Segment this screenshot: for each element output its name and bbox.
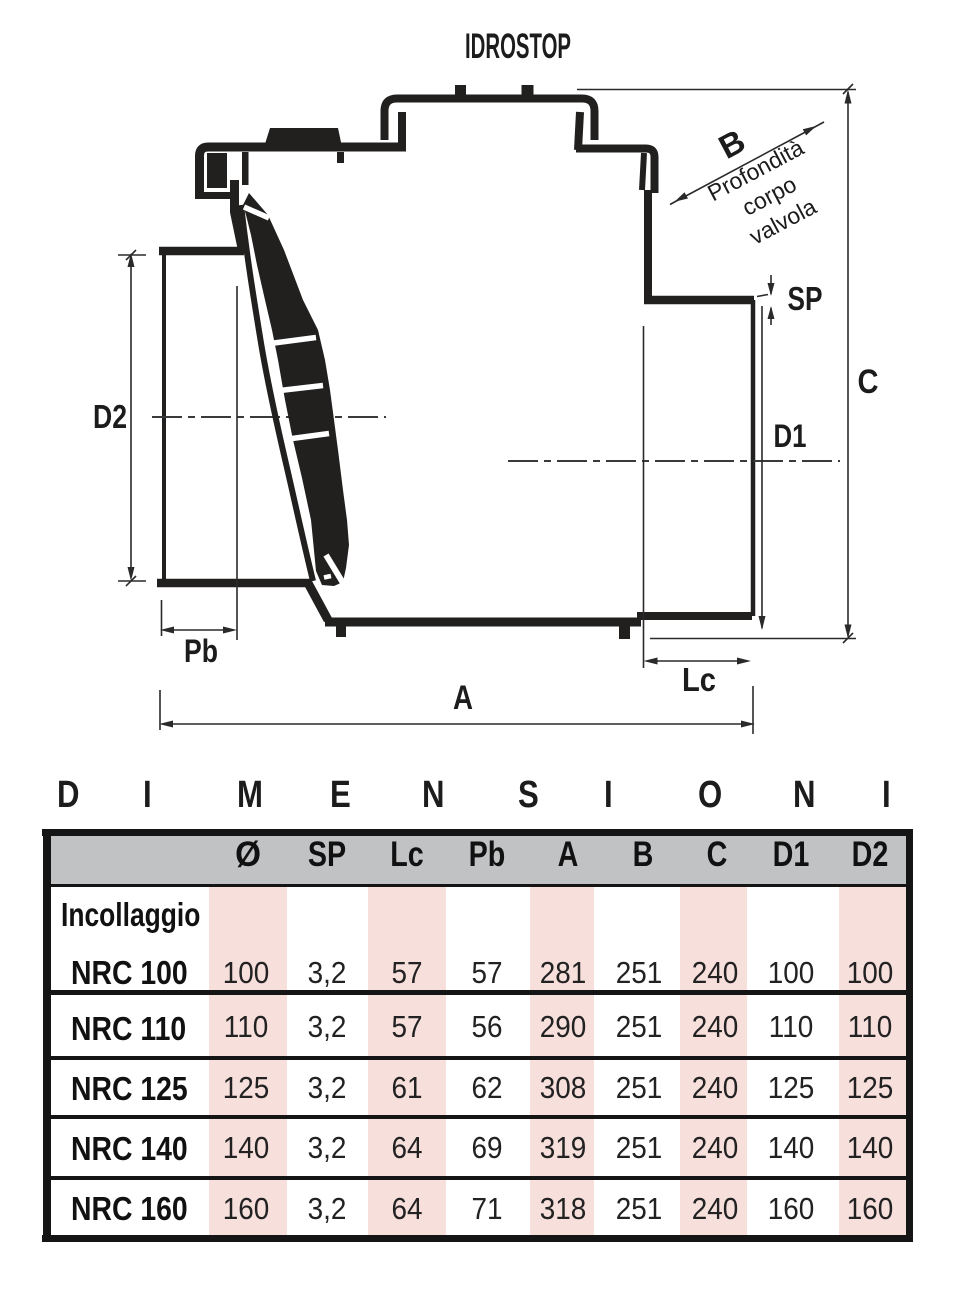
svg-text:D1: D1 <box>774 418 807 454</box>
svg-text:Pb: Pb <box>184 633 218 669</box>
svg-text:D2: D2 <box>93 398 127 435</box>
svg-text:Lc: Lc <box>682 661 716 698</box>
svg-text:C: C <box>858 363 879 401</box>
svg-text:A: A <box>453 679 473 717</box>
svg-text:IDROSTOP: IDROSTOP <box>465 27 571 66</box>
svg-text:B: B <box>713 122 752 166</box>
svg-text:SP: SP <box>788 280 823 317</box>
